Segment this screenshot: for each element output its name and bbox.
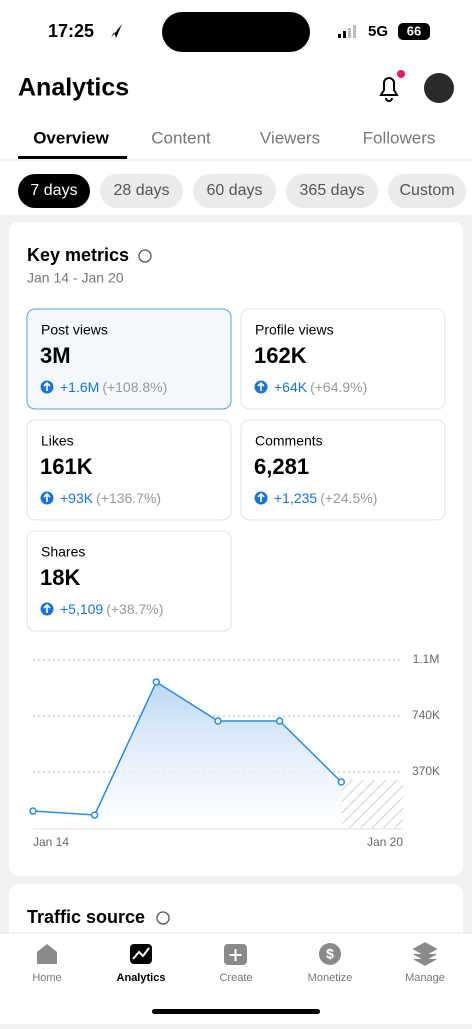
nav-label[interactable]: Create [219,972,252,984]
change-value: +93K [60,490,94,506]
change-percent: (+24.5%) [320,490,377,506]
change-value: +1.6M [60,379,99,395]
change-percent: (+64.9%) [310,379,367,395]
metric-label: Profile views [255,322,334,338]
change-percent: (+38.7%) [106,601,163,617]
change-value: +1,235 [274,490,317,506]
bell-icon[interactable] [379,77,399,102]
range-pill[interactable] [100,174,183,208]
y-tick-label: 370K [412,764,440,778]
battery [398,23,430,40]
metric-label: Post views [41,322,108,338]
line [32,680,342,816]
signal-icon [338,25,356,38]
avatar[interactable] [424,73,454,103]
point [152,678,161,686]
change-value: +64K [274,379,308,395]
traffic-card [9,884,463,944]
tab[interactable]: Content [151,128,211,147]
incomplete-region [341,780,403,828]
metric-change: +1,235 (+24.5%) [274,490,377,506]
up-arrow [43,603,51,613]
metric-card[interactable] [240,308,446,410]
range-label: 365 days [300,182,365,199]
notification-dot [397,70,405,78]
change-percent: (+108.8%) [102,379,167,395]
monetize-icon-symbol: $ [326,946,334,962]
metric-card[interactable] [240,419,446,521]
date-range: Jan 14 - Jan 20 [27,270,124,286]
metric-card[interactable] [26,308,232,410]
home-icon[interactable] [37,944,57,964]
point [214,717,222,725]
range-pill[interactable] [193,174,276,208]
battery-level: 66 [407,23,421,38]
metric-change: +93K (+136.7%) [60,490,161,506]
metric-change: +64K (+64.9%) [274,379,367,395]
monetize-icon[interactable] [319,943,341,965]
range-label: Custom [399,182,454,199]
manage-icon[interactable] [412,942,438,966]
nav-label[interactable]: Analytics [117,972,166,984]
tab[interactable]: Viewers [260,128,320,147]
metric-label: Likes [41,433,74,449]
change-percent: (+136.7%) [96,490,161,506]
metric-card[interactable] [26,530,232,632]
tab-indicator [18,156,127,159]
range-label: 28 days [113,182,169,199]
change-value: +5,109 [60,601,103,617]
metric-change: +5,109 (+38.7%) [60,601,163,617]
range-label: 60 days [206,182,262,199]
info-icon[interactable] [138,249,152,263]
metric-value: 18K [40,565,80,590]
point [275,717,284,725]
metric-value: 161K [40,454,93,479]
create-icon-plus [229,949,242,961]
dynamic-island [162,12,310,52]
up-arrow [257,492,265,502]
nav-label[interactable]: Monetize [308,972,353,984]
network: 5G [368,23,388,40]
section-title: Key metrics [27,245,129,265]
range-pill[interactable] [18,174,90,208]
range-pill[interactable] [388,174,466,208]
home-indicator [152,1009,320,1014]
up-arrow [43,492,51,502]
page-title: Analytics [18,74,129,102]
metric-label: Comments [255,433,323,449]
clock: 17:25 [48,21,94,41]
metric-card[interactable] [26,419,232,521]
point [29,807,37,815]
nav-label[interactable]: Manage [405,972,445,984]
info-icon[interactable] [156,911,170,925]
tab[interactable]: Overview [33,128,109,147]
range-pill[interactable] [286,174,378,208]
nav-label[interactable]: Home [32,972,61,984]
x-tick-label: Jan 20 [367,835,403,849]
y-tick-label: 740K [412,708,440,722]
metric-value: 6,281 [254,454,309,479]
y-tick-label: 1.1M [413,652,440,666]
metric-value: 3M [40,343,71,368]
analytics-icon-line [132,947,150,960]
section-title: Traffic source [27,907,145,927]
up-arrow [257,381,265,391]
metric-change: +1.6M (+108.8%) [60,379,167,395]
tab[interactable]: Followers [363,128,436,147]
metric-value: 162K [254,343,307,368]
range-label: 7 days [30,182,77,199]
area-fill [33,681,342,828]
point [337,778,346,786]
x-tick-label: Jan 14 [33,835,69,849]
up-arrow [43,381,51,391]
location-icon [111,24,122,38]
point [90,811,99,819]
metric-label: Shares [41,544,85,560]
